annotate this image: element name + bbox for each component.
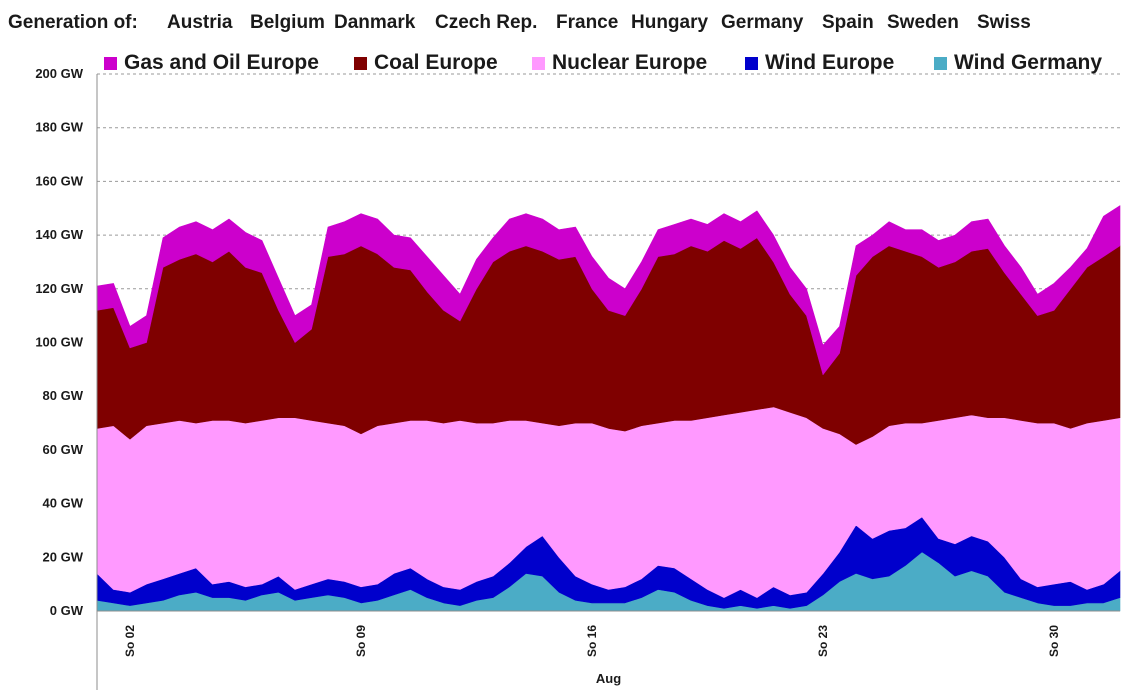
legend-label: Coal Europe: [374, 51, 498, 74]
legend-swatch: [745, 56, 758, 70]
legend-item: Wind Europe: [745, 50, 894, 76]
country-label: Spain: [822, 12, 874, 33]
y-tick-label: 60 GW: [43, 442, 84, 457]
y-tick-label: 200 GW: [35, 66, 83, 81]
legend-swatch: [532, 56, 545, 70]
legend-swatch: [934, 56, 947, 70]
country-label: Belgium: [250, 12, 325, 33]
country-label: Danmark: [334, 12, 416, 33]
legend-swatch: [104, 56, 117, 70]
legend-label: Wind Europe: [765, 51, 895, 74]
gas-and-oil-europe-area: [96, 205, 1121, 375]
y-tick-label: 80 GW: [43, 388, 84, 403]
country-label: Germany: [721, 12, 804, 33]
country-label: Swiss: [977, 12, 1031, 33]
x-tick-label: So 16: [585, 625, 599, 657]
y-tick-label: 180 GW: [35, 120, 83, 135]
y-tick-label: 120 GW: [35, 281, 83, 296]
legend-item: Nuclear Europe: [532, 50, 707, 76]
y-tick-label: 40 GW: [43, 496, 84, 511]
legend-label: Gas and Oil Europe: [124, 51, 319, 74]
generation-of-label: Generation of:: [8, 12, 138, 33]
x-axis-label: Aug: [596, 671, 621, 686]
country-header: Generation of: Austria Belgium Danmark C…: [0, 0, 1126, 48]
x-tick-label: So 23: [816, 625, 830, 657]
x-tick-label: So 02: [123, 625, 137, 657]
country-label: Hungary: [631, 12, 709, 33]
chart-legend: Gas and Oil Europe Coal Europe Nuclear E…: [0, 48, 1126, 78]
x-tick-label: So 30: [1047, 625, 1061, 657]
legend-swatch: [354, 56, 367, 70]
y-tick-label: 20 GW: [43, 549, 84, 564]
y-tick-label: 0 GW: [50, 603, 84, 618]
legend-label: Wind Germany: [954, 51, 1103, 74]
country-label: Sweden: [887, 12, 959, 33]
y-tick-label: 160 GW: [35, 173, 83, 188]
x-tick-label: So 09: [354, 625, 368, 657]
country-label: France: [556, 12, 619, 33]
y-tick-label: 140 GW: [35, 227, 83, 242]
country-label: Czech Rep.: [435, 12, 538, 33]
legend-item: Wind Germany: [934, 50, 1102, 76]
y-tick-label: 100 GW: [35, 335, 83, 350]
legend-label: Nuclear Europe: [552, 51, 708, 74]
legend-item: Gas and Oil Europe: [104, 50, 319, 76]
country-label: Austria: [167, 12, 233, 33]
legend-item: Coal Europe: [354, 50, 498, 76]
